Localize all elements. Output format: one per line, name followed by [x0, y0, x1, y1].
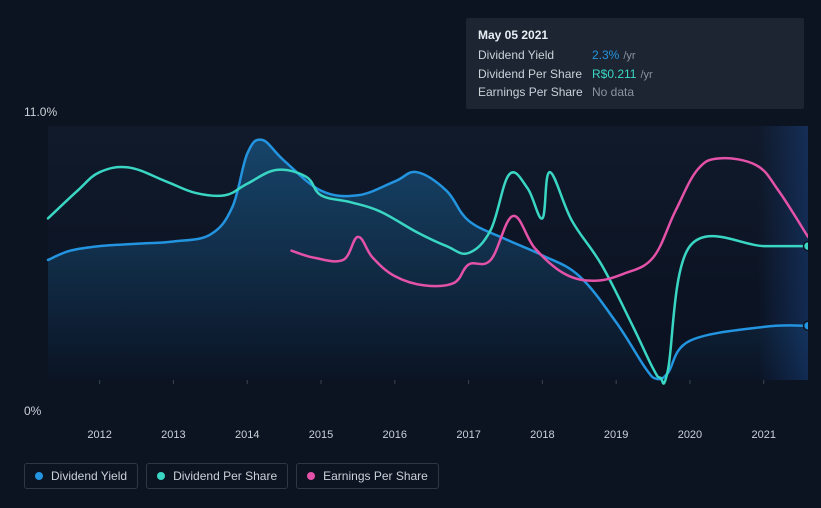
x-axis-tick-label: 2016 [383, 429, 407, 441]
tooltip-row-label: Dividend Per Share [478, 65, 588, 83]
legend-label: Earnings Per Share [323, 469, 428, 483]
line-chart-svg [18, 100, 808, 400]
tooltip-row-label: Dividend Yield [478, 46, 588, 64]
legend-item[interactable]: Earnings Per Share [296, 463, 439, 489]
chart-area [18, 100, 808, 450]
legend-color-dot [307, 472, 315, 480]
x-axis-tick-label: 2015 [309, 429, 333, 441]
x-axis-tick-label: 2018 [530, 429, 554, 441]
x-axis-labels: 2012 2013 2014 2015 2016 2017 2018 2019 2020 2021 [48, 429, 808, 447]
legend-color-dot [35, 472, 43, 480]
x-axis-tick-label: 2013 [161, 429, 185, 441]
x-axis-tick-label: 2021 [751, 429, 775, 441]
tooltip-row-unit: /yr [640, 67, 652, 84]
tooltip-row-nodata: No data [592, 83, 634, 101]
legend-color-dot [157, 472, 165, 480]
x-axis-tick-label: 2012 [87, 429, 111, 441]
x-axis-tick-label: 2019 [604, 429, 628, 441]
legend-label: Dividend Per Share [173, 469, 277, 483]
tooltip-date: May 05 2021 [478, 26, 792, 44]
x-axis-tick-label: 2014 [235, 429, 259, 441]
legend-item[interactable]: Dividend Yield [24, 463, 138, 489]
tooltip-row-label: Earnings Per Share [478, 83, 588, 101]
legend-item[interactable]: Dividend Per Share [146, 463, 288, 489]
chart-legend: Dividend Yield Dividend Per Share Earnings… [24, 463, 439, 489]
tooltip-row: Dividend Yield2.3% /yr [478, 46, 792, 65]
tooltip-row-value: 2.3% [592, 46, 619, 64]
chart-tooltip: May 05 2021 Dividend Yield2.3% /yrDivide… [466, 18, 804, 109]
legend-label: Dividend Yield [51, 469, 127, 483]
tooltip-row-unit: /yr [623, 48, 635, 65]
tooltip-row: Dividend Per ShareR$0.211 /yr [478, 65, 792, 84]
tooltip-row-value: R$0.211 [592, 65, 636, 83]
tooltip-row: Earnings Per ShareNo data [478, 83, 792, 101]
x-axis-tick-label: 2017 [456, 429, 480, 441]
x-axis-tick-label: 2020 [678, 429, 702, 441]
